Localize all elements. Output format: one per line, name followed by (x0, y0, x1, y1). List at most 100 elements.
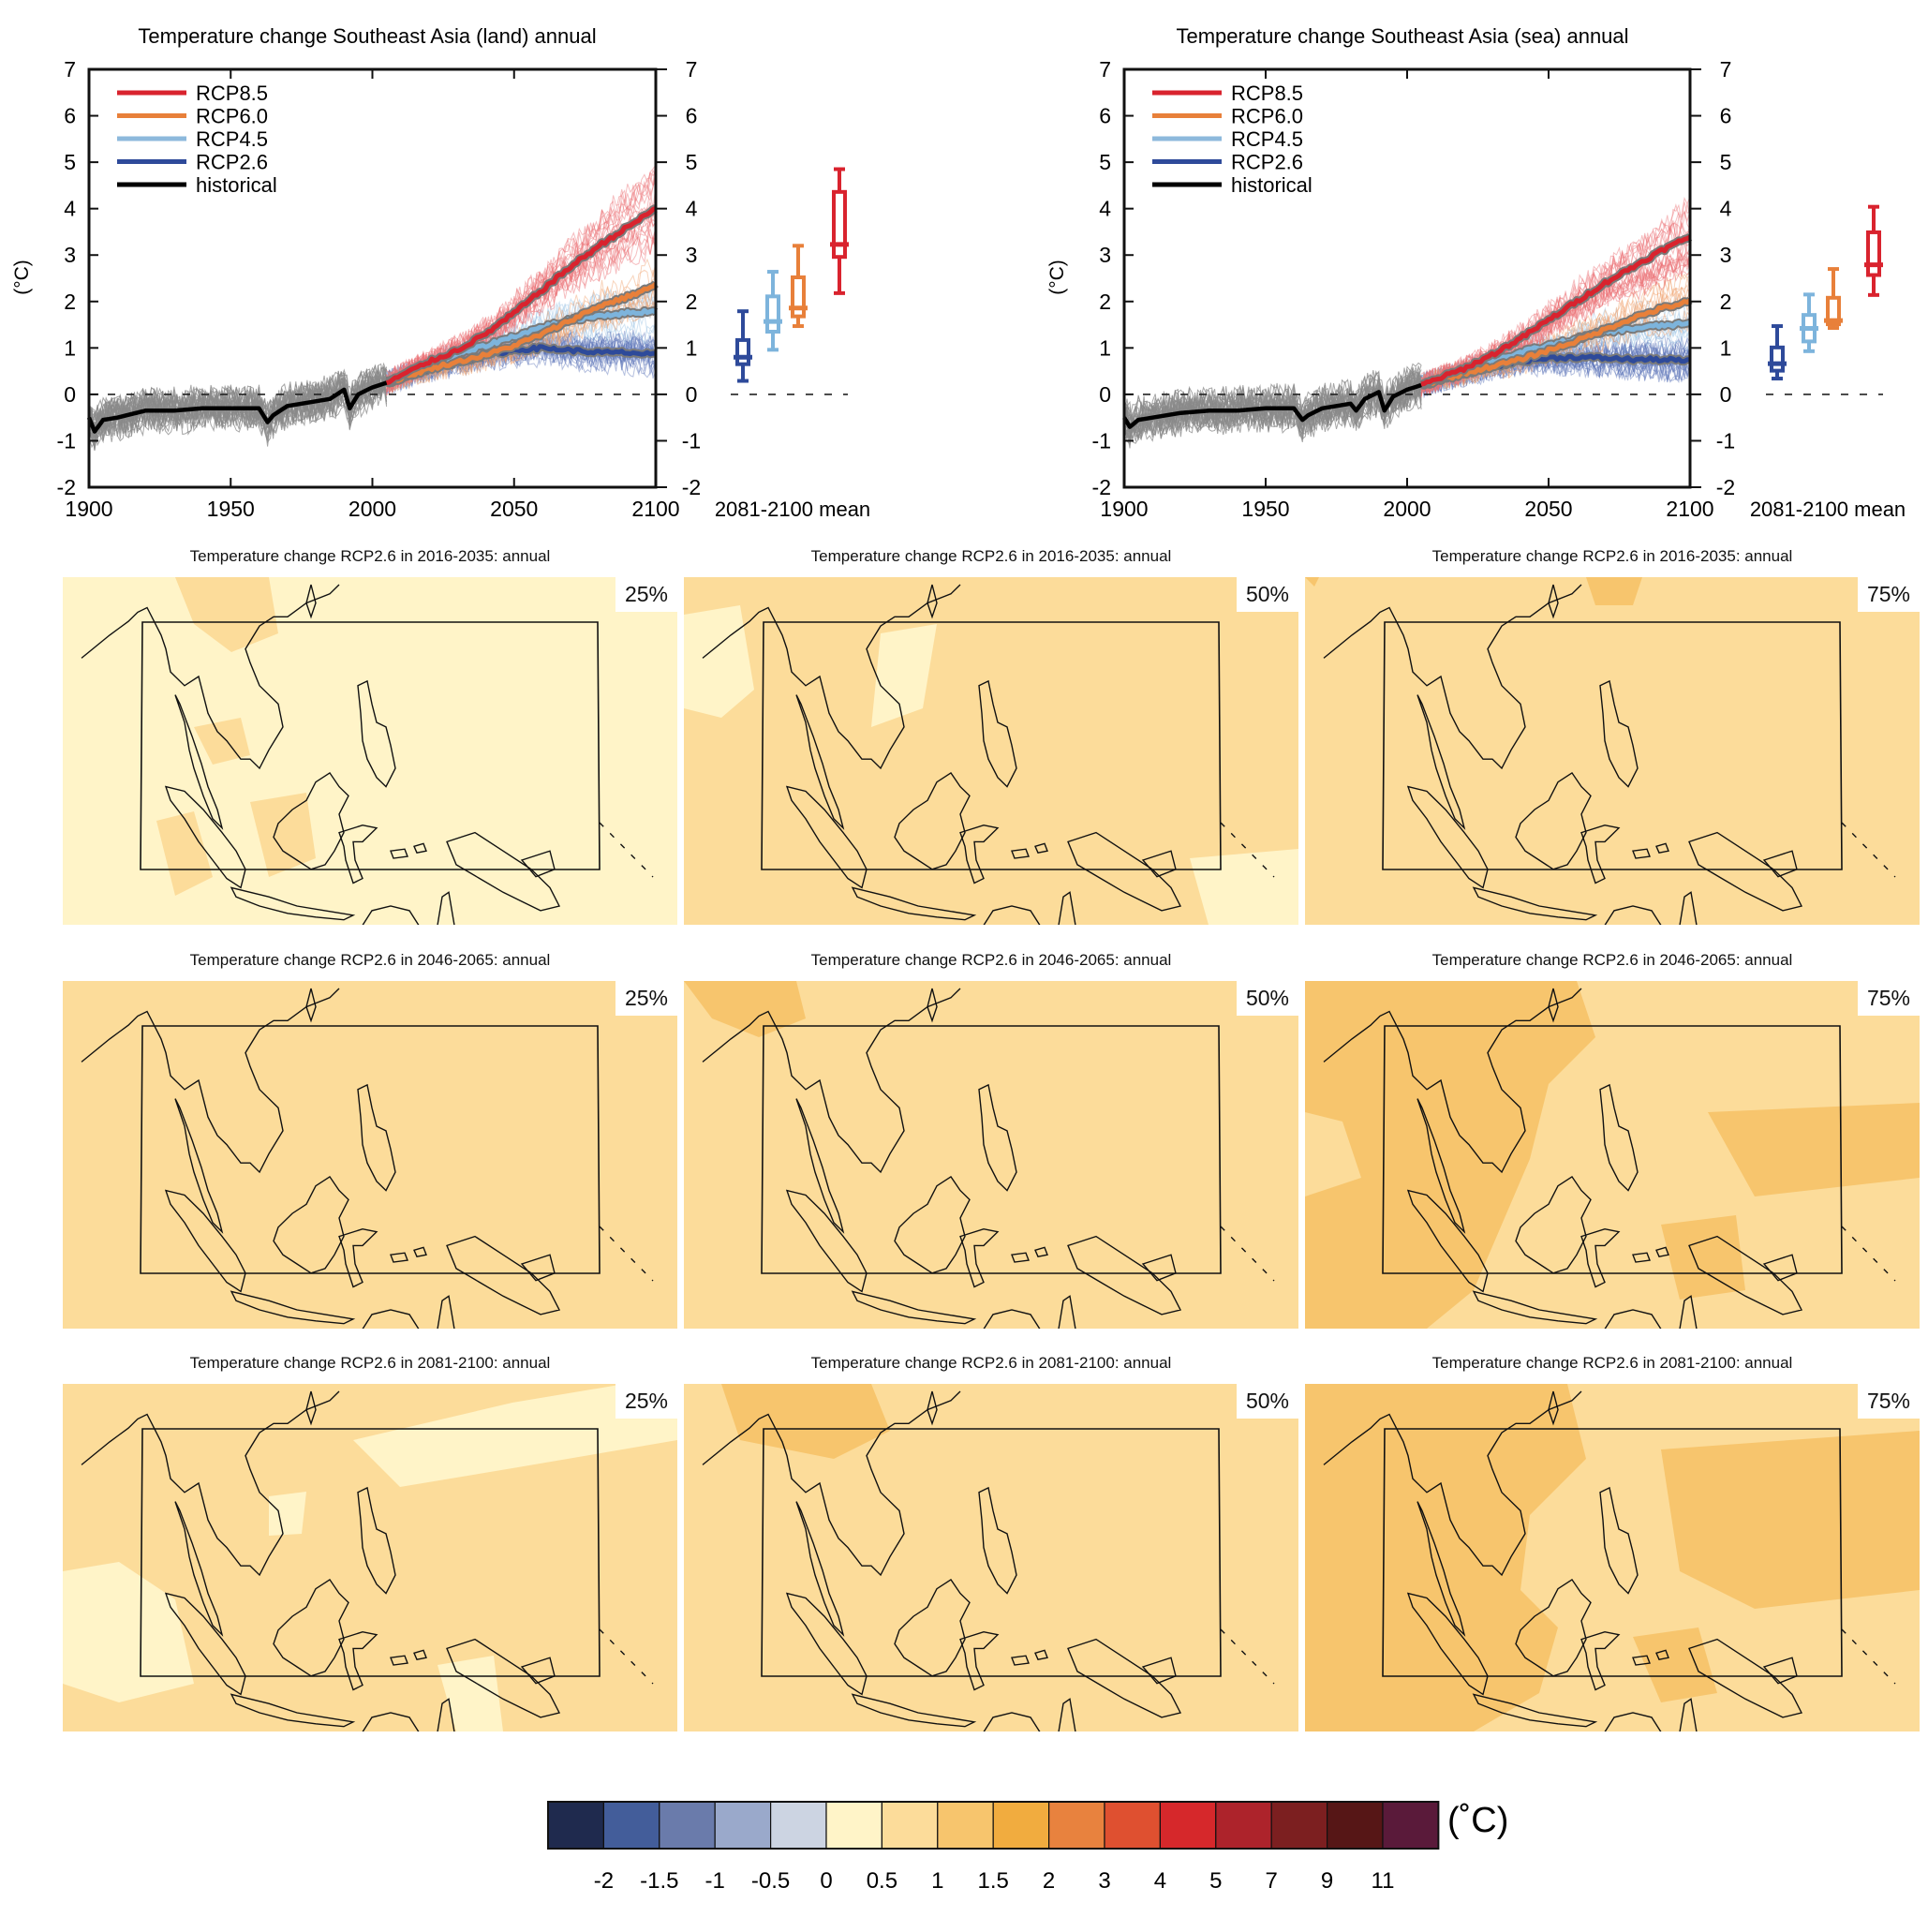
colorbar-label: 9 (1321, 1868, 1333, 1893)
coastline (1655, 842, 1669, 854)
land-xtick-label: 2050 (490, 497, 538, 521)
colorbar-label: -1.5 (640, 1868, 678, 1893)
sea-legend-label: RCP8.5 (1231, 82, 1303, 105)
coastline (1034, 842, 1048, 854)
island-chain (599, 1226, 654, 1282)
colorbar-label: 0.5 (867, 1868, 897, 1893)
land-legend-label: historical (196, 173, 277, 197)
map-contour-patch (250, 793, 316, 877)
colorbar-unit: (˚C) (1447, 1801, 1508, 1840)
coastline (1406, 785, 1489, 889)
coastline (164, 1189, 246, 1293)
land-legend-item: RCP2.6 (117, 151, 268, 174)
coastline (1067, 1235, 1182, 1315)
map-percentile-label: 75% (1858, 577, 1920, 612)
map-percentile-label: 25% (615, 577, 677, 612)
coastline (338, 1228, 378, 1288)
coastline (1011, 1655, 1030, 1666)
coastline (230, 1290, 356, 1325)
colorbar-label: -0.5 (751, 1868, 790, 1893)
colorbar-label: 0 (820, 1868, 832, 1893)
land-xtick-label: 2000 (349, 497, 396, 521)
map-panel-title: Temperature change RCP2.6 in 2046-2065: … (1431, 951, 1793, 969)
colorbar-label: -1 (705, 1868, 725, 1893)
coastline (785, 785, 868, 889)
colorbar-label: 11 (1372, 1868, 1395, 1893)
map-canvas (684, 981, 1298, 1329)
sea-rcp85-member (1420, 259, 1691, 394)
land-ytick-label-right: -1 (682, 428, 701, 453)
sea-chart-title: Temperature change Southeast Asia (sea) … (1176, 24, 1628, 48)
map-contour-patch (871, 624, 937, 727)
land-legend-label: RCP6.0 (196, 105, 268, 128)
map-panel-title: Temperature change RCP2.6 in 2081-2100: … (189, 1354, 551, 1372)
map-canvas (684, 1384, 1298, 1731)
sea-ytick-label-left: 0 (1099, 382, 1111, 407)
coastline (1058, 1295, 1076, 1329)
coastline (1632, 848, 1651, 859)
coastline (785, 1592, 868, 1696)
region-box (761, 1025, 1222, 1274)
coastline (1034, 1246, 1048, 1257)
land-box-iqr (735, 337, 750, 366)
coastline (894, 1578, 971, 1677)
land-ytick-label-right: 7 (686, 57, 698, 82)
land-box-iqr (765, 294, 780, 334)
map-panel: Temperature change RCP2.6 in 2081-2100: … (63, 1352, 677, 1731)
coastline (959, 825, 1000, 884)
coastline (1548, 584, 1559, 619)
coastline (927, 988, 938, 1023)
coastline (1515, 1175, 1592, 1274)
colorbar-cell (1270, 1801, 1328, 1850)
coastline (1688, 1638, 1803, 1718)
sea-historical-member (1124, 378, 1422, 440)
coastline (1067, 831, 1182, 912)
coastline (305, 988, 317, 1023)
land-xtick-label: 1900 (65, 497, 112, 521)
sea-ytick-label-right: -1 (1716, 428, 1735, 453)
map-contour-patch (438, 1656, 503, 1731)
coastline (1604, 1309, 1662, 1329)
region-box (1382, 1025, 1843, 1274)
sea-y-axis-label: (°C) (1046, 260, 1068, 295)
coastline (894, 1175, 971, 1274)
coastline (390, 1252, 408, 1263)
map-panel: Temperature change RCP2.6 in 2081-2100: … (684, 1352, 1298, 1731)
coastline (1323, 1390, 1582, 1577)
sea-rcp85-member (1420, 251, 1691, 395)
map-background-field (63, 577, 677, 925)
land-box-xlabel: 2081-2100 mean (715, 498, 870, 521)
coastline (338, 825, 378, 884)
sea-ytick-label-left: 2 (1099, 290, 1111, 314)
coastline (702, 988, 961, 1174)
coastline (174, 694, 224, 830)
coastline (1604, 1712, 1662, 1731)
island-chain (1220, 822, 1275, 878)
map-panel: Temperature change RCP2.6 in 2046-2065: … (63, 949, 677, 1329)
island-chain (1220, 1226, 1275, 1282)
coastline (390, 1655, 408, 1666)
colorbar-cell (1215, 1801, 1272, 1850)
sea-ytick-label-right: 1 (1720, 335, 1732, 360)
map-contour-patch (1305, 981, 1595, 1329)
coastline (413, 842, 427, 854)
map-contour-patch (1190, 849, 1298, 925)
land-rcp85-mean-line (385, 206, 657, 386)
coastline (702, 1390, 961, 1577)
coastline (795, 1098, 845, 1234)
land-ytick-label-right: 0 (686, 382, 698, 407)
land-historical-mean-line (86, 380, 388, 434)
coastline (1679, 1698, 1698, 1731)
colorbar-cells (547, 1801, 1440, 1850)
colorbar-label: 1 (931, 1868, 943, 1893)
region-box (761, 621, 1222, 870)
coastline (362, 1309, 420, 1329)
sea-plot-area: -2 -2 -1 -1 0 0 1 1 2 2 3 3 4 4 5 5 6 6 7 7 1900 1950 2000 2050… (1092, 57, 1883, 521)
colorbar-label: 7 (1266, 1868, 1278, 1893)
colorbar-cell (937, 1801, 994, 1850)
island-chain (1841, 1226, 1896, 1282)
land-ensemble-members (88, 157, 657, 451)
land-ytick-label-right: 1 (686, 335, 698, 360)
land-rcp26-member (386, 344, 657, 384)
map-canvas (63, 577, 677, 925)
